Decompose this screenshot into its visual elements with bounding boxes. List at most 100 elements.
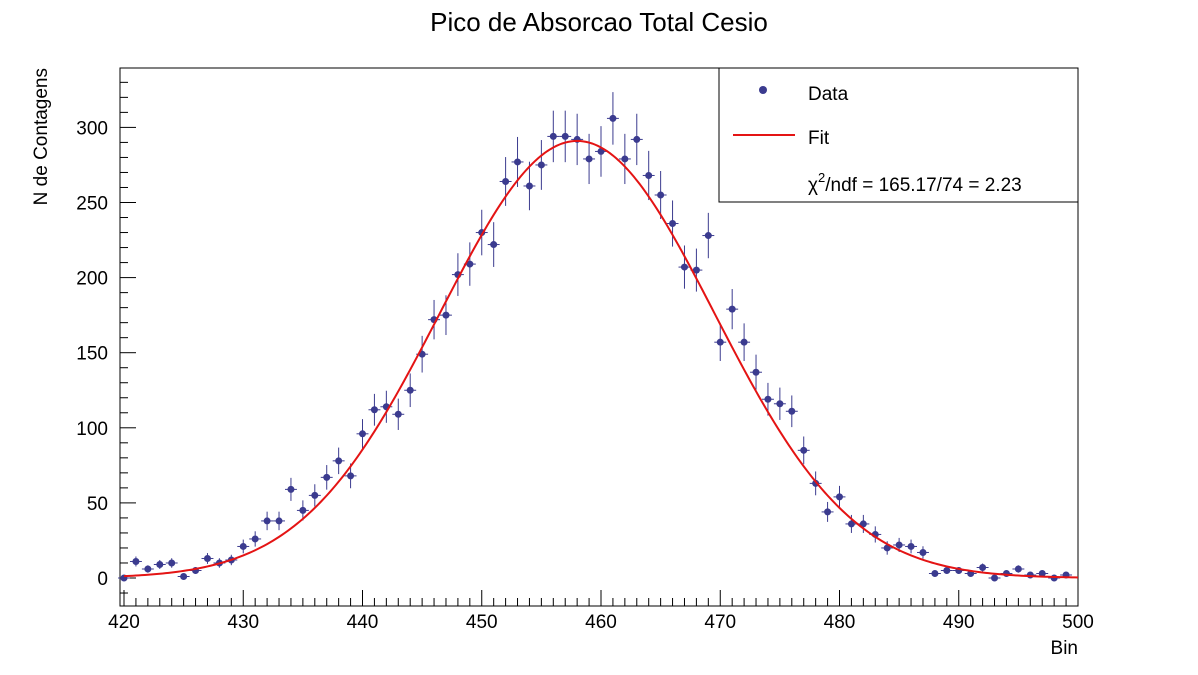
legend: Data Fit χ2/ndf = 165.17/74 = 2.23 — [718, 67, 1079, 203]
data-marker — [621, 155, 629, 163]
data-point — [404, 373, 417, 408]
data-marker — [979, 563, 987, 571]
data-marker — [537, 161, 545, 169]
data-point — [249, 531, 262, 547]
data-marker — [859, 520, 867, 528]
data-marker — [394, 410, 402, 418]
data-marker — [824, 508, 832, 516]
data-point — [857, 514, 870, 533]
data-marker — [514, 158, 522, 166]
data-marker — [442, 311, 450, 319]
data-marker — [907, 542, 915, 550]
data-point — [141, 565, 154, 573]
data-point — [905, 539, 918, 554]
x-tick-label: 490 — [943, 612, 975, 633]
data-point — [201, 553, 214, 564]
data-marker — [239, 542, 247, 550]
data-point — [726, 289, 739, 330]
data-marker — [502, 177, 510, 185]
data-point — [511, 136, 524, 187]
data-marker — [168, 559, 176, 567]
data-point — [928, 569, 941, 577]
data-marker — [764, 395, 772, 403]
data-marker — [525, 182, 533, 190]
data-marker — [895, 541, 903, 549]
data-marker — [657, 191, 665, 199]
data-marker — [370, 406, 378, 414]
data-point — [1012, 565, 1025, 573]
x-tick-label: 450 — [466, 612, 498, 633]
data-marker — [919, 548, 927, 556]
data-point — [261, 511, 274, 531]
data-marker — [359, 430, 366, 438]
data-marker — [275, 517, 283, 525]
data-marker — [299, 506, 307, 514]
data-marker — [323, 473, 331, 481]
data-marker — [263, 517, 271, 525]
data-marker — [1014, 565, 1022, 573]
data-marker — [561, 132, 569, 140]
data-point — [738, 323, 751, 362]
data-marker — [347, 472, 355, 480]
data-point — [976, 563, 989, 572]
data-marker — [1026, 571, 1034, 579]
y-tick-label: 100 — [76, 419, 108, 440]
x-tick-label: 430 — [227, 612, 259, 633]
data-point — [654, 171, 667, 219]
data-marker — [335, 457, 343, 465]
x-tick-label: 420 — [108, 612, 140, 633]
y-tick-label: 0 — [97, 569, 108, 590]
data-marker — [585, 155, 593, 163]
chi-symbol: χ — [808, 175, 818, 196]
data-point — [714, 323, 727, 362]
data-point — [797, 436, 810, 465]
data-point — [642, 150, 655, 201]
data-marker — [1038, 569, 1046, 577]
data-point — [595, 126, 607, 177]
data-marker — [692, 266, 700, 274]
data-marker — [943, 566, 951, 574]
data-marker — [156, 560, 164, 568]
x-axis-title: Bin — [1051, 638, 1078, 659]
data-point — [153, 559, 166, 569]
data-marker — [883, 544, 891, 552]
data-point — [129, 556, 142, 567]
y-tick-label: 250 — [76, 194, 108, 215]
data-point — [618, 133, 631, 185]
data-marker — [991, 574, 999, 582]
data-marker — [645, 171, 653, 179]
legend-chi2-label: χ2/ndf = 165.17/74 = 2.23 — [808, 170, 1022, 196]
data-point — [750, 354, 762, 390]
legend-fit-label: Fit — [808, 128, 830, 149]
data-point — [523, 161, 536, 211]
data-marker — [180, 572, 188, 580]
data-point — [630, 113, 643, 166]
y-tick-label: 50 — [87, 494, 108, 515]
data-marker — [836, 493, 843, 501]
data-marker — [740, 338, 748, 346]
y-axis-title: N de Contagens — [31, 68, 52, 205]
data-marker — [549, 132, 557, 140]
data-point — [773, 387, 786, 420]
chart-title: Pico de Absorcao Total Cesio — [430, 7, 768, 37]
data-marker — [203, 554, 211, 562]
data-marker — [609, 114, 617, 122]
data-marker — [776, 400, 784, 408]
data-point — [284, 477, 297, 501]
x-tick-label: 470 — [704, 612, 736, 633]
data-marker — [597, 147, 605, 155]
data-point — [475, 209, 488, 256]
data-point — [821, 501, 834, 522]
data-marker — [490, 241, 498, 249]
data-marker — [716, 338, 724, 346]
data-marker — [669, 220, 677, 228]
data-marker — [847, 520, 855, 528]
data-point — [678, 245, 691, 289]
data-marker — [728, 305, 736, 313]
data-point — [785, 395, 798, 428]
data-marker — [800, 446, 808, 454]
data-marker — [1002, 569, 1010, 577]
data-point — [296, 500, 309, 521]
data-point — [237, 539, 250, 554]
data-point — [368, 393, 381, 426]
